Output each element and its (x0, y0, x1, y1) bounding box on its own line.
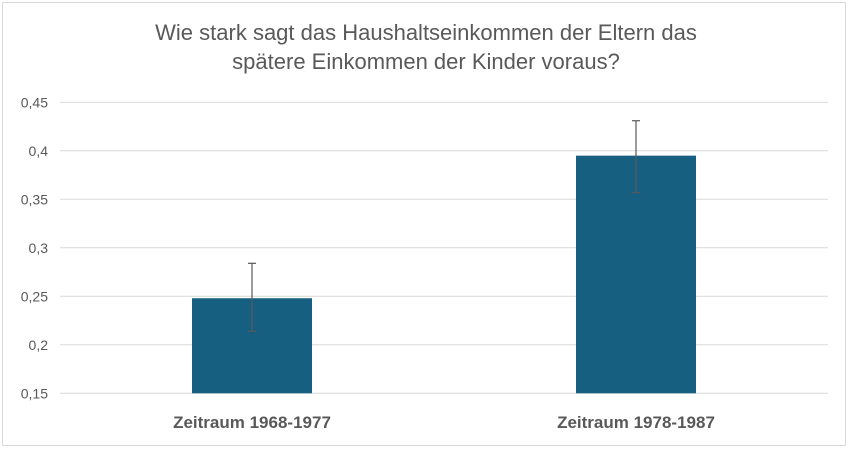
x-category-label: Zeitraum 1968-1977 (173, 413, 331, 432)
y-tick-label: 0,2 (29, 337, 49, 353)
chart-frame (2, 2, 846, 446)
y-tick-label: 0,35 (21, 191, 48, 207)
y-tick-label: 0,45 (21, 94, 48, 110)
error-bar (632, 120, 640, 194)
y-tick-label: 0,4 (29, 143, 49, 159)
y-tick-label: 0,3 (29, 240, 49, 256)
bar (576, 155, 696, 394)
chart-title-line-1: Wie stark sagt das Haushaltseinkommen de… (155, 20, 697, 45)
error-bar (248, 262, 256, 332)
y-tick-label: 0,25 (21, 288, 48, 304)
x-category-label: Zeitraum 1978-1987 (557, 413, 715, 432)
chart-title: Wie stark sagt das Haushaltseinkommen de… (0, 18, 852, 76)
y-tick-label: 0,15 (21, 385, 48, 401)
chart-title-line-2: spätere Einkommen der Kinder voraus? (232, 49, 620, 74)
